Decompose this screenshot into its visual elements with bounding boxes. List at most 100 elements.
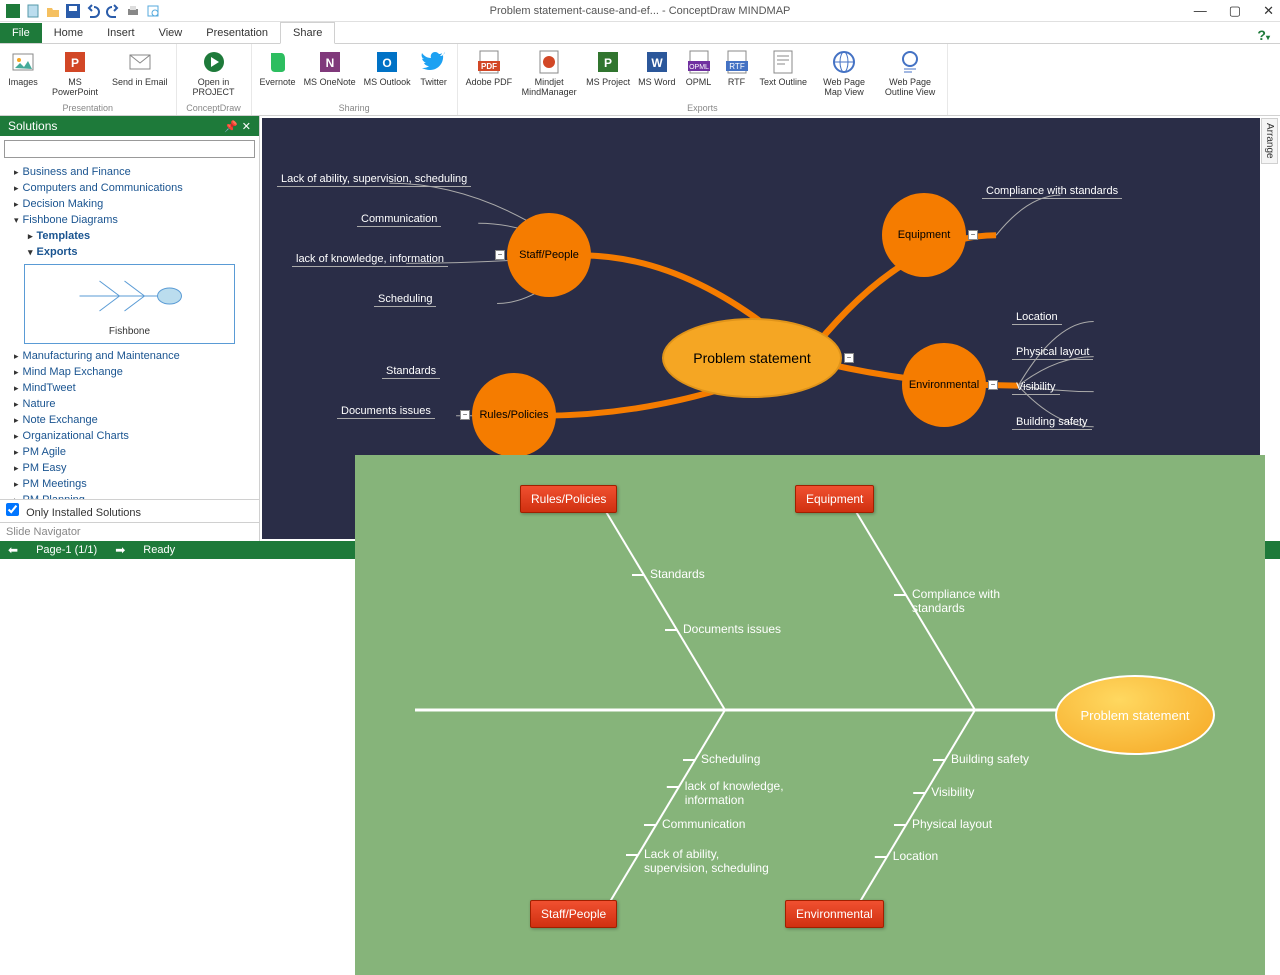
toggle-icon[interactable]: − bbox=[988, 380, 998, 390]
mindmap-leaf[interactable]: Building safety bbox=[1012, 416, 1092, 430]
ribbon-outlook-button[interactable]: OMS Outlook bbox=[360, 46, 415, 89]
panel-close-icon[interactable]: ✕ bbox=[242, 120, 251, 133]
fishbone-category[interactable]: Rules/Policies bbox=[520, 485, 617, 513]
new-icon[interactable] bbox=[26, 4, 40, 18]
ribbon-text-button[interactable]: Text Outline bbox=[756, 46, 812, 99]
fishbone-item[interactable]: Scheduling bbox=[701, 752, 760, 766]
fishbone-item[interactable]: Communication bbox=[662, 817, 745, 831]
fishbone-category[interactable]: Environmental bbox=[785, 900, 884, 928]
ribbon-msproj-button[interactable]: PMS Project bbox=[582, 46, 634, 99]
arrange-panel-tab[interactable]: Arrange bbox=[1261, 118, 1278, 164]
pin-icon[interactable]: 📌 bbox=[224, 120, 238, 133]
toggle-icon[interactable]: − bbox=[495, 250, 505, 260]
minimize-button[interactable]: — bbox=[1194, 3, 1207, 19]
tree-item[interactable]: PM Agile bbox=[0, 444, 259, 460]
maximize-button[interactable]: ▢ bbox=[1229, 3, 1241, 19]
ribbon-label: Adobe PDF bbox=[466, 77, 513, 87]
mindmap-leaf[interactable]: Documents issues bbox=[337, 405, 435, 419]
mindmap-leaf[interactable]: lack of knowledge, information bbox=[292, 253, 448, 267]
tab-home[interactable]: Home bbox=[42, 23, 95, 43]
ribbon-twitter-button[interactable]: Twitter bbox=[415, 46, 453, 89]
redo-icon[interactable] bbox=[106, 4, 120, 18]
ribbon-rtf-button[interactable]: RTFRTF bbox=[718, 46, 756, 99]
close-button[interactable]: ✕ bbox=[1263, 3, 1274, 19]
tree-subitem[interactable]: Templates bbox=[0, 228, 259, 244]
project-icon bbox=[200, 48, 228, 76]
tree-subitem[interactable]: Exports bbox=[0, 244, 259, 260]
fishbone-item[interactable]: Building safety bbox=[951, 752, 1029, 766]
search-input[interactable] bbox=[4, 140, 255, 158]
tree-item[interactable]: MindTweet bbox=[0, 380, 259, 396]
help-icon[interactable]: ?▾ bbox=[1257, 27, 1270, 43]
mindmap-leaf[interactable]: Visibility bbox=[1012, 381, 1060, 395]
fishbone-item[interactable]: Visibility bbox=[931, 785, 974, 799]
evernote-icon bbox=[264, 48, 292, 76]
tree-item[interactable]: PM Easy bbox=[0, 460, 259, 476]
ribbon-onenote-button[interactable]: NMS OneNote bbox=[300, 46, 360, 89]
fishbone-head[interactable]: Problem statement bbox=[1055, 675, 1215, 755]
prev-page-icon[interactable]: ⬅ bbox=[8, 543, 18, 557]
ribbon-project-button[interactable]: Open in PROJECT bbox=[181, 46, 247, 99]
tree-item[interactable]: Computers and Communications bbox=[0, 180, 259, 196]
fishbone-item[interactable]: Lack of ability, supervision, scheduling bbox=[644, 847, 784, 875]
ribbon-webmap-button[interactable]: Web Page Map View bbox=[811, 46, 877, 99]
tree-item[interactable]: Manufacturing and Maintenance bbox=[0, 348, 259, 364]
tab-share[interactable]: Share bbox=[280, 22, 335, 44]
tab-view[interactable]: View bbox=[147, 23, 195, 43]
mindmap-leaf[interactable]: Physical layout bbox=[1012, 346, 1093, 360]
mindmap-leaf[interactable]: Compliance with standards bbox=[982, 185, 1122, 199]
mindmap-leaf[interactable]: Lack of ability, supervision, scheduling bbox=[277, 173, 471, 187]
tree-item[interactable]: Note Exchange bbox=[0, 412, 259, 428]
only-installed-checkbox[interactable] bbox=[6, 503, 19, 516]
ribbon-label: MS Outlook bbox=[364, 77, 411, 87]
mindmap-leaf[interactable]: Scheduling bbox=[374, 293, 436, 307]
fishbone-item[interactable]: Standards bbox=[650, 567, 705, 581]
slide-navigator-label[interactable]: Slide Navigator bbox=[0, 522, 259, 541]
open-icon[interactable] bbox=[46, 4, 60, 18]
mindmap-leaf[interactable]: Standards bbox=[382, 365, 440, 379]
mindmap-branch-node[interactable]: Environmental bbox=[902, 343, 986, 427]
mindmap-branch-node[interactable]: Rules/Policies bbox=[472, 373, 556, 457]
tab-file[interactable]: File bbox=[0, 23, 42, 43]
fishbone-item[interactable]: Compliance with standards bbox=[912, 587, 1052, 615]
next-page-icon[interactable]: ➡ bbox=[115, 543, 125, 557]
fishbone-item[interactable]: Documents issues bbox=[683, 622, 781, 636]
ribbon-opml-button[interactable]: OPMLOPML bbox=[680, 46, 718, 99]
fishbone-item[interactable]: Physical layout bbox=[912, 817, 992, 831]
preview-icon[interactable] bbox=[146, 4, 160, 18]
tree-item[interactable]: Business and Finance bbox=[0, 164, 259, 180]
fishbone-item[interactable]: Location bbox=[893, 849, 938, 863]
tree-item[interactable]: Nature bbox=[0, 396, 259, 412]
fishbone-category[interactable]: Staff/People bbox=[530, 900, 617, 928]
tree-item[interactable]: Fishbone Diagrams bbox=[0, 212, 259, 228]
mindmap-leaf[interactable]: Communication bbox=[357, 213, 441, 227]
mindmap-leaf[interactable]: Location bbox=[1012, 311, 1062, 325]
mindmap-center-node[interactable]: Problem statement bbox=[662, 318, 842, 398]
ribbon-mindjet-button[interactable]: Mindjet MindManager bbox=[516, 46, 582, 99]
ribbon-evernote-button[interactable]: Evernote bbox=[256, 46, 300, 89]
ribbon-webout-button[interactable]: Web Page Outline View bbox=[877, 46, 943, 99]
ribbon-pdf-button[interactable]: PDFAdobe PDF bbox=[462, 46, 517, 99]
mindmap-branch-node[interactable]: Staff/People bbox=[507, 213, 591, 297]
toggle-icon[interactable]: − bbox=[460, 410, 470, 420]
ribbon-images-button[interactable]: Images bbox=[4, 46, 42, 99]
tree-item[interactable]: PM Planning bbox=[0, 492, 259, 499]
export-thumbnail[interactable]: Fishbone bbox=[24, 264, 235, 344]
tree-item[interactable]: Organizational Charts bbox=[0, 428, 259, 444]
print-icon[interactable] bbox=[126, 4, 140, 18]
tree-item[interactable]: Decision Making bbox=[0, 196, 259, 212]
fishbone-item[interactable]: lack of knowledge, information bbox=[685, 779, 825, 807]
ribbon-email-button[interactable]: Send in Email bbox=[108, 46, 172, 99]
mindmap-branch-node[interactable]: Equipment bbox=[882, 193, 966, 277]
undo-icon[interactable] bbox=[86, 4, 100, 18]
toggle-icon[interactable]: − bbox=[844, 353, 854, 363]
toggle-icon[interactable]: − bbox=[968, 230, 978, 240]
ribbon-ppt-button[interactable]: PMS PowerPoint bbox=[42, 46, 108, 99]
ribbon-word-button[interactable]: WMS Word bbox=[634, 46, 679, 99]
tree-item[interactable]: PM Meetings bbox=[0, 476, 259, 492]
tree-item[interactable]: Mind Map Exchange bbox=[0, 364, 259, 380]
tab-insert[interactable]: Insert bbox=[95, 23, 147, 43]
save-icon[interactable] bbox=[66, 4, 80, 18]
fishbone-category[interactable]: Equipment bbox=[795, 485, 874, 513]
tab-presentation[interactable]: Presentation bbox=[194, 23, 280, 43]
